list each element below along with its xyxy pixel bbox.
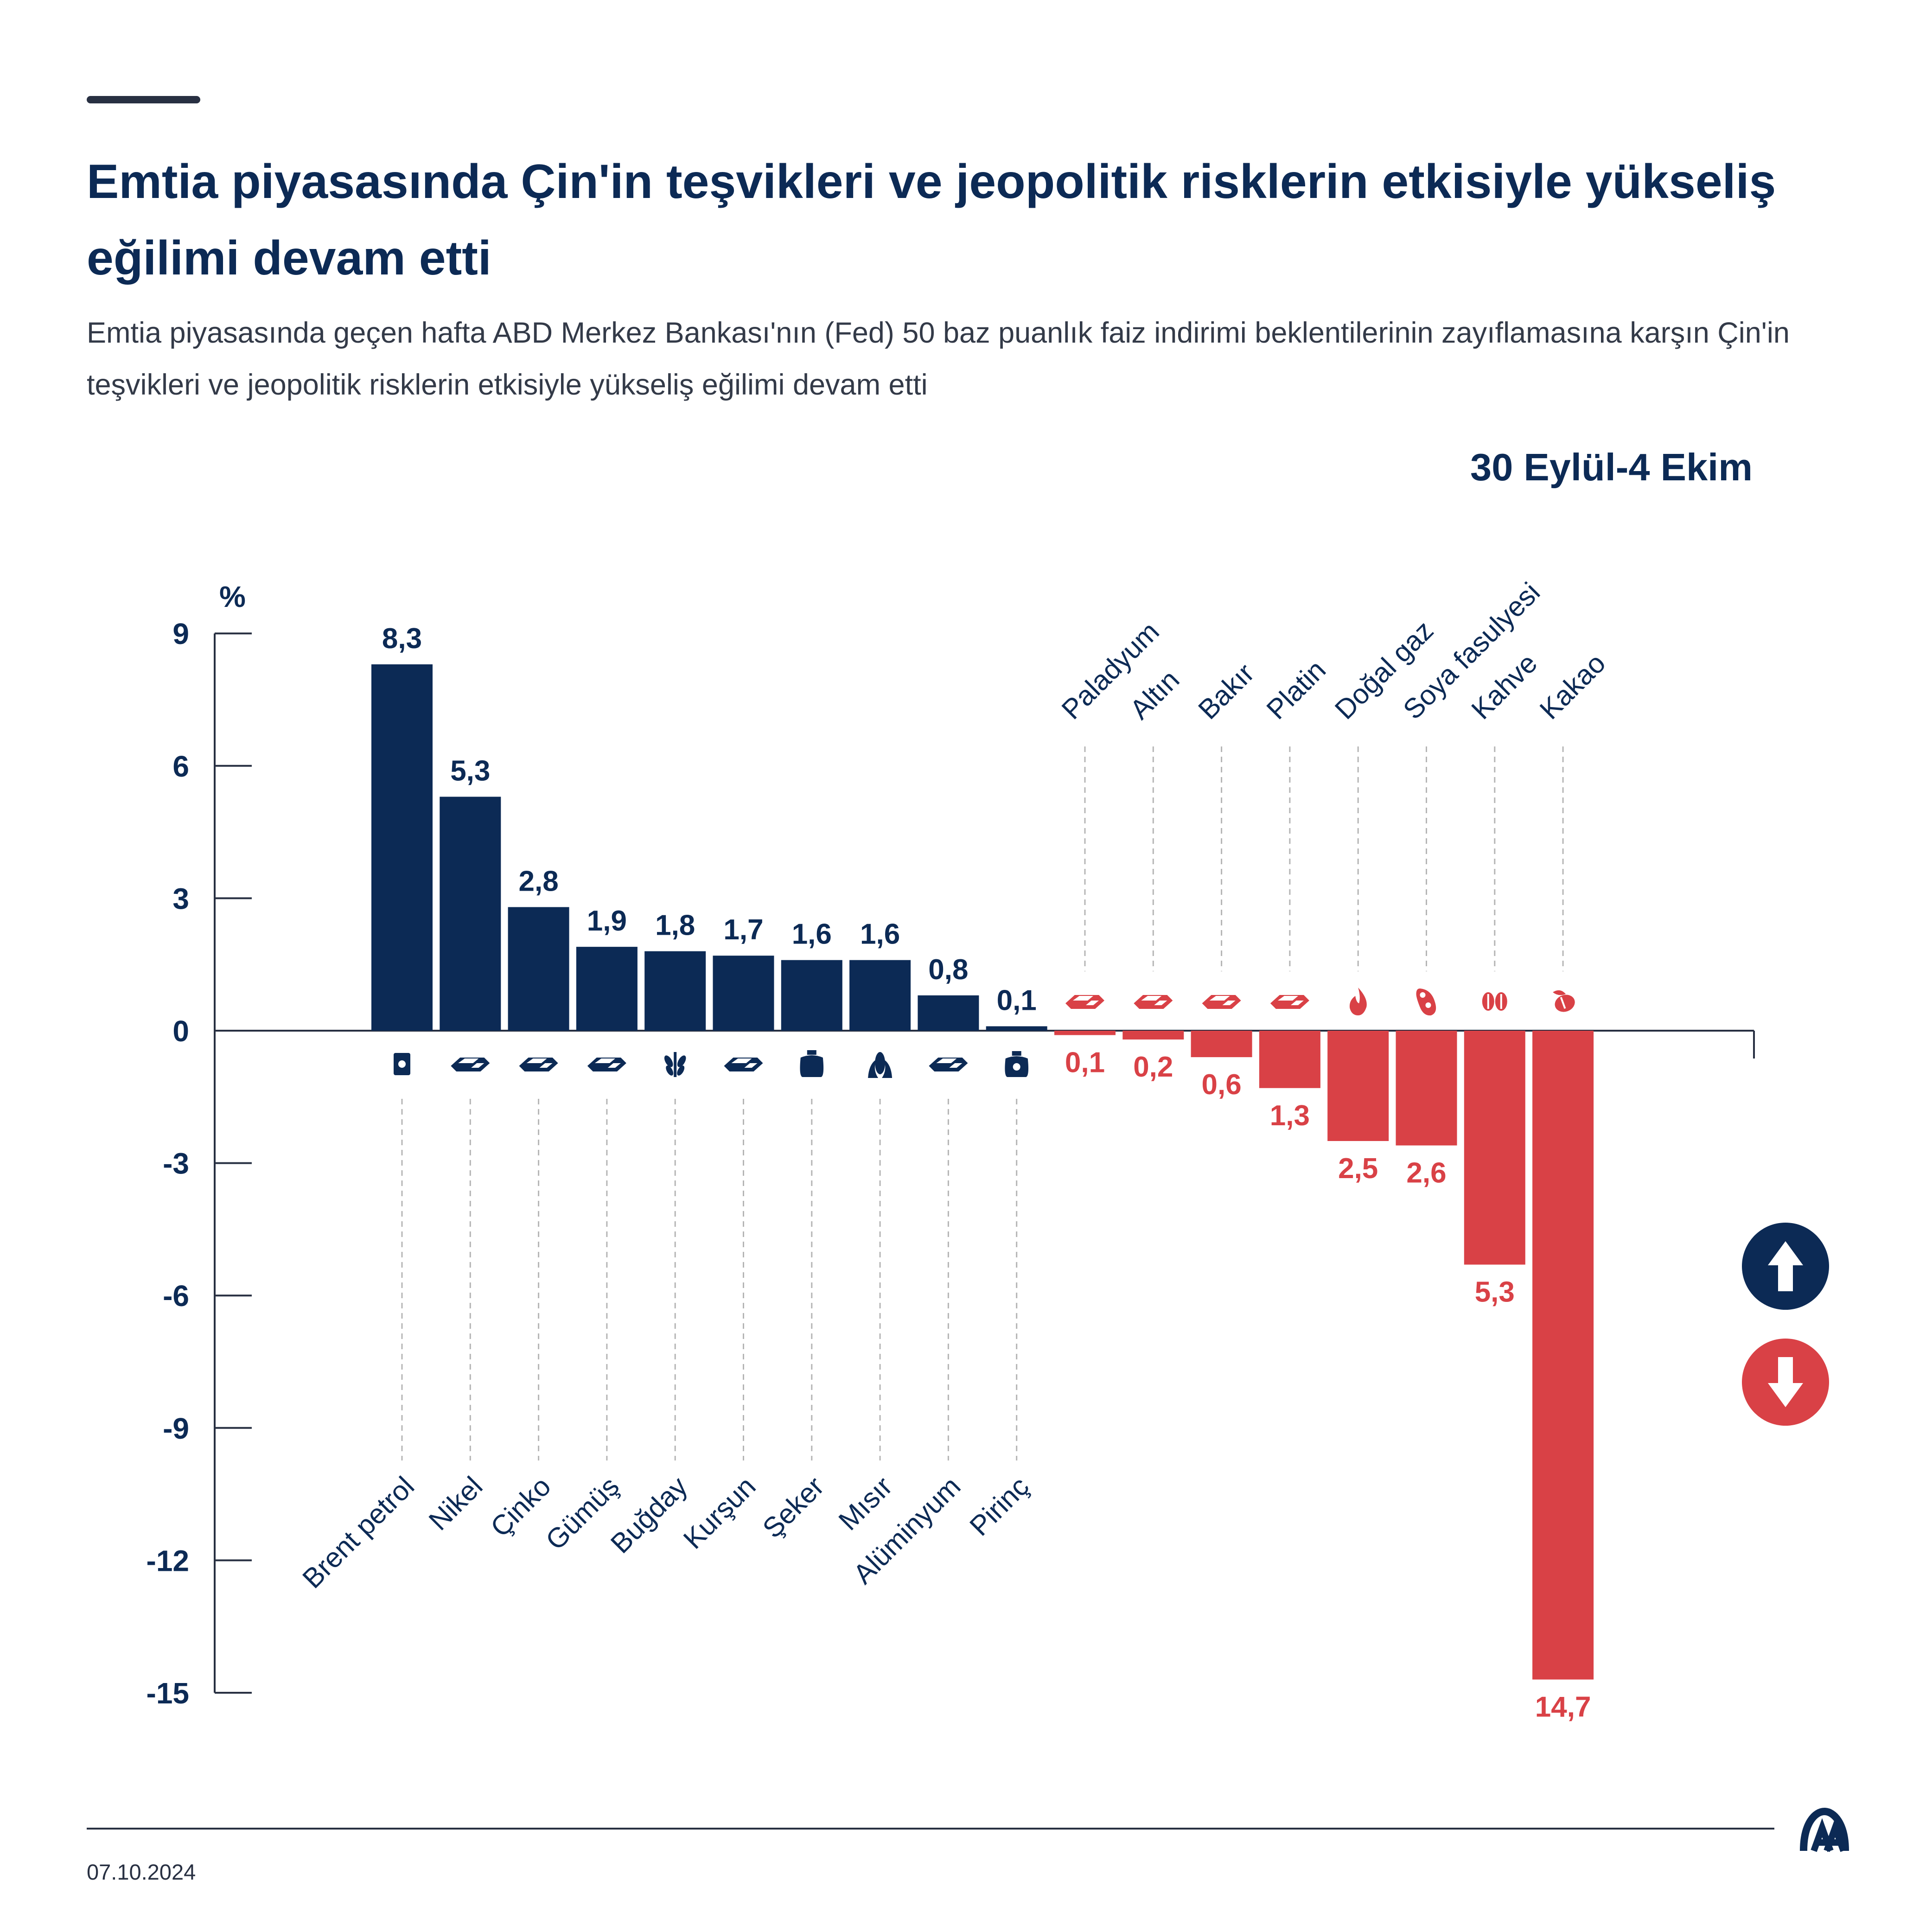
bar-value-label: 0,1 xyxy=(997,984,1037,1016)
bar xyxy=(849,960,911,1031)
y-tick-label: -9 xyxy=(163,1412,189,1445)
y-tick-label: 6 xyxy=(172,750,189,783)
bar xyxy=(508,907,569,1031)
metal-bar-icon xyxy=(519,1058,558,1071)
category-label: Bakır xyxy=(1192,657,1260,725)
bar xyxy=(644,951,706,1031)
y-tick-label: -6 xyxy=(163,1279,189,1313)
arrow-down-icon xyxy=(1768,1357,1803,1407)
publish-date: 07.10.2024 xyxy=(87,1860,196,1884)
category-label: Buğday xyxy=(605,1471,693,1559)
y-tick-label: 3 xyxy=(172,882,189,915)
oil-barrel-icon xyxy=(394,1053,410,1075)
bar-value-label: 5,3 xyxy=(1475,1276,1515,1308)
metal-bar-icon xyxy=(1202,995,1241,1009)
category-label: Kakao xyxy=(1534,648,1612,726)
bar-value-label: 14,7 xyxy=(1535,1691,1591,1723)
sugar-sack-icon xyxy=(800,1050,824,1077)
legend-up-circle xyxy=(1742,1223,1829,1310)
metal-bar-icon xyxy=(587,1058,626,1071)
y-tick-label: 9 xyxy=(172,617,189,650)
bar-value-label: 2,5 xyxy=(1338,1153,1378,1185)
category-label: Platin xyxy=(1261,654,1332,726)
bar xyxy=(576,947,638,1031)
bar xyxy=(1532,1031,1594,1680)
y-tick-label: -12 xyxy=(147,1544,190,1577)
page-title: Emtia piyasasında Çin'in teşvikleri ve j… xyxy=(87,155,1776,285)
category-label: Pirinç xyxy=(963,1471,1034,1542)
agency-logo-icon xyxy=(1800,1807,1849,1852)
flame-icon xyxy=(1349,988,1367,1015)
bar-value-label: 2,6 xyxy=(1406,1157,1446,1189)
bar-value-label: 1,3 xyxy=(1270,1100,1310,1132)
metal-bar-icon xyxy=(451,1058,490,1071)
category-label: Brent petrol xyxy=(296,1471,420,1594)
bar xyxy=(1191,1031,1252,1058)
category-label: Nikel xyxy=(423,1471,489,1537)
legend-down-circle xyxy=(1742,1339,1829,1426)
bottom-rule xyxy=(87,1828,1774,1830)
category-label: Altın xyxy=(1124,664,1185,725)
bar xyxy=(918,995,979,1031)
bar-value-label: 5,3 xyxy=(450,755,490,787)
bar-value-label: 0,1 xyxy=(1065,1047,1105,1079)
bar xyxy=(1054,1031,1116,1035)
bar-value-label: 1,6 xyxy=(860,918,900,950)
period-label: 30 Eylül-4 Ekim xyxy=(1470,446,1753,489)
y-tick-label: 0 xyxy=(172,1014,189,1048)
bar-value-label: 1,8 xyxy=(655,910,695,942)
bar xyxy=(1259,1031,1320,1088)
bar-value-label: 1,6 xyxy=(792,918,832,950)
top-rule xyxy=(87,96,200,103)
bar-value-label: 0,6 xyxy=(1201,1069,1241,1101)
bar xyxy=(1122,1031,1184,1040)
wheat-icon xyxy=(664,1052,686,1077)
metal-bar-icon xyxy=(1065,995,1104,1009)
rice-sack-icon xyxy=(1005,1051,1029,1077)
bar-value-label: 1,7 xyxy=(723,914,763,946)
bar xyxy=(1327,1031,1389,1141)
category-label: Kurşun xyxy=(677,1471,762,1555)
corn-icon xyxy=(868,1052,893,1078)
bar-value-label: 8,3 xyxy=(382,623,422,655)
bar xyxy=(440,797,501,1031)
bar xyxy=(1396,1031,1457,1146)
metal-bar-icon xyxy=(724,1058,763,1071)
bar xyxy=(1464,1031,1525,1265)
bar xyxy=(713,956,774,1031)
soybean-icon xyxy=(1416,988,1436,1016)
y-tick-label: -15 xyxy=(147,1677,190,1710)
metal-bar-icon xyxy=(1134,995,1173,1009)
bar-value-label: 0,2 xyxy=(1133,1051,1173,1083)
y-axis-unit: % xyxy=(219,580,246,613)
y-tick-label: -3 xyxy=(163,1147,189,1180)
metal-bar-icon xyxy=(1270,995,1309,1009)
coffee-bean-icon xyxy=(1482,992,1507,1011)
bar-value-label: 1,9 xyxy=(587,905,627,937)
bar xyxy=(986,1026,1047,1031)
bar xyxy=(371,664,433,1031)
page-subtitle: Emtia piyasasında geçen hafta ABD Merkez… xyxy=(87,317,1790,401)
bar xyxy=(781,960,842,1031)
metal-bar-icon xyxy=(929,1058,968,1071)
cocoa-pod-icon xyxy=(1553,990,1575,1012)
bar-value-label: 0,8 xyxy=(928,954,968,986)
bar-value-label: 2,8 xyxy=(518,865,558,897)
arrow-up-icon xyxy=(1768,1241,1803,1291)
category-label: Şeker xyxy=(757,1471,830,1544)
